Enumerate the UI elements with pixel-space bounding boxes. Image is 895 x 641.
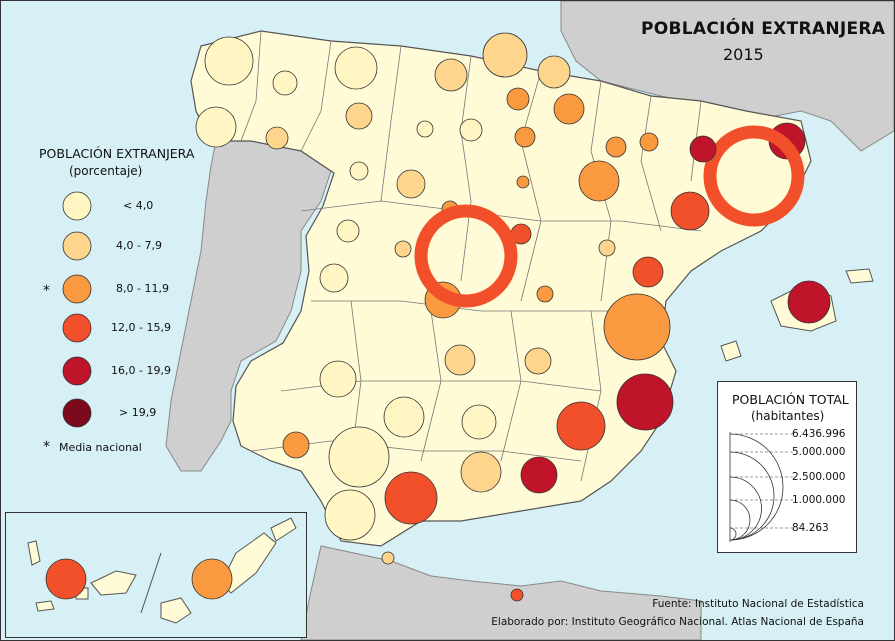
circle-ceuta (381, 551, 395, 565)
legend-circles (62, 191, 92, 428)
legend-label-2: 4,0 - 7,9 (116, 239, 162, 252)
canary-map (27, 517, 297, 624)
circle-malaga (384, 471, 438, 525)
el-hierro (35, 600, 55, 612)
canary-inset (5, 512, 307, 638)
legend-subtitle: (porcentaje) (69, 164, 143, 178)
la-palma (27, 540, 41, 566)
map-title: POBLACIÓN EXTRANJERA (641, 19, 886, 39)
size-legend-value-5: 84.263 (792, 522, 829, 534)
gran-canaria (160, 597, 192, 624)
circle-granada (460, 451, 502, 493)
circle-caceres (319, 263, 349, 293)
circle-lleida (639, 132, 659, 152)
tenerife (90, 570, 137, 596)
lanzarote (270, 517, 297, 542)
circle-badajoz (319, 360, 357, 398)
legend-circle-4 (62, 313, 92, 343)
circle-pontevedra (195, 106, 237, 148)
legend-label-4: 12,0 - 15,9 (111, 321, 171, 334)
circle-burgos (459, 118, 483, 142)
circle-soria (516, 175, 530, 189)
circle-huelva (282, 431, 310, 459)
circle-teruel (598, 239, 616, 257)
circle-gipuzkoa (537, 55, 571, 89)
circle-albacete (524, 347, 552, 375)
legend-circle-3 (62, 274, 92, 304)
legend-title: POBLACIÓN EXTRANJERA (39, 146, 195, 161)
circle-santa-cruz-tenerife (45, 558, 87, 600)
circle-cuenca (536, 285, 554, 303)
legend-label-6: > 19,9 (119, 406, 157, 419)
legend-label-3: 8,0 - 11,9 (116, 282, 169, 295)
legend-mean-marker: * (43, 283, 50, 299)
circle-las-palmas (191, 558, 233, 600)
legend-mean-note-marker: * (43, 439, 50, 455)
circle-cantabria (434, 58, 468, 92)
circle-avila (394, 240, 412, 258)
circle-madrid (414, 204, 518, 308)
legend-label-5: 16,0 - 19,9 (111, 364, 171, 377)
circle-jaen (461, 404, 497, 440)
circle-navarra (553, 93, 585, 125)
size-legend-title: POBLACIÓN TOTAL (732, 392, 849, 407)
province-circles (195, 32, 831, 602)
circle-barcelona-small (689, 135, 717, 163)
circle-huesca (605, 136, 627, 158)
legend-circle-1 (62, 191, 92, 221)
circle-ourense (265, 126, 289, 150)
portugal-landmass (165, 138, 332, 472)
circle-la-rioja (514, 126, 536, 148)
menorca (845, 268, 874, 284)
circle-zaragoza (578, 160, 620, 202)
circle-a-coruna (204, 36, 254, 86)
circle-alicante (616, 373, 674, 431)
circle-barcelona (703, 125, 805, 227)
circle-cadiz (324, 489, 376, 541)
credit-note: Elaborado por: Instituto Geográfico Naci… (491, 616, 864, 628)
size-legend-box: POBLACIÓN TOTAL (habitantes) 6.436.996 5… (717, 381, 857, 553)
circle-melilla (510, 588, 524, 602)
map-year: 2015 (723, 45, 764, 64)
size-legend-value-4: 1.000.000 (792, 494, 846, 506)
inset-divider (140, 552, 162, 614)
size-legend-value-3: 2.500.000 (792, 471, 846, 483)
province-borders (240, 30, 702, 482)
circle-asturias (334, 46, 378, 90)
circle-almeria (520, 456, 558, 494)
circle-zamora (349, 161, 369, 181)
legend-circle-5 (62, 356, 92, 386)
circle-palencia (416, 120, 434, 138)
circle-alava (506, 87, 530, 111)
circle-salamanca (336, 219, 360, 243)
legend-mean-note: Media nacional (59, 441, 142, 454)
circle-valladolid (396, 169, 426, 199)
circle-sevilla (328, 426, 390, 488)
circle-leon (345, 102, 373, 130)
circle-valencia (603, 293, 671, 361)
legend-circle-2 (62, 231, 92, 261)
circle-baleares (787, 280, 831, 324)
circle-lugo (272, 70, 298, 96)
legend-circle-6 (62, 398, 92, 428)
circle-cordoba (383, 396, 425, 438)
size-legend-subtitle: (habitantes) (751, 409, 825, 423)
size-legend-value-1: 6.436.996 (792, 428, 846, 440)
size-legend-value-2: 5.000.000 (792, 446, 846, 458)
ibiza (720, 340, 742, 362)
circle-bizkaia (482, 32, 528, 78)
circle-murcia (556, 401, 606, 451)
africa-landmass (300, 545, 702, 640)
circle-tarragona (670, 191, 710, 231)
source-note: Fuente: Instituto Nacional de Estadístic… (652, 598, 864, 610)
circle-ciudad-real (444, 344, 476, 376)
size-legend-circles (729, 432, 794, 542)
legend-label-1: < 4,0 (123, 199, 154, 212)
circle-castellon (632, 256, 664, 288)
